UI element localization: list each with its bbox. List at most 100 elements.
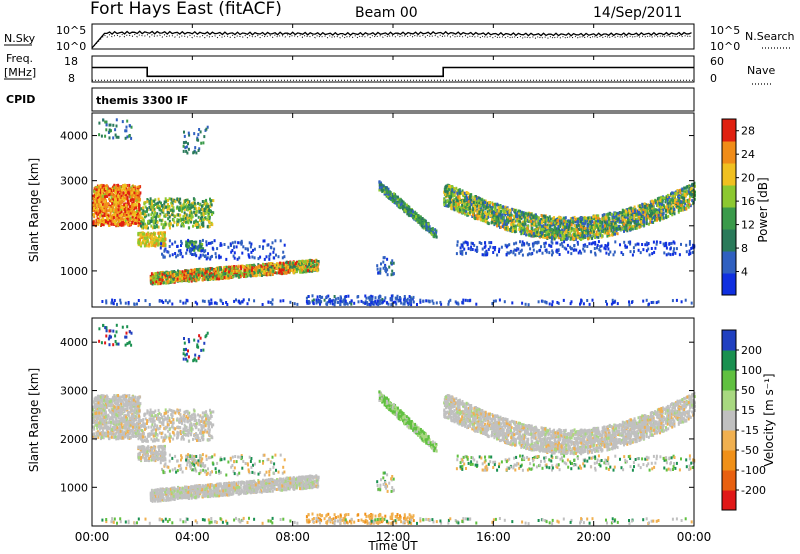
power-cell [154,211,157,215]
power-cell [102,220,105,224]
power-cell [220,243,223,247]
power-cell [162,244,165,248]
power-cell [159,282,162,286]
power-cell [186,200,189,204]
power-cell [94,222,97,226]
power-cell [171,270,174,274]
power-cell [104,195,106,199]
power-cell [113,186,116,190]
power-cell [188,215,191,219]
power-cell [388,265,391,269]
power-cell [123,183,126,187]
power-cell [104,196,107,200]
power-cell [97,186,100,189]
power-cell [236,273,239,277]
power-cell [155,272,158,275]
power-cell [291,261,294,265]
power-cell [279,239,282,243]
power-cell [298,266,301,270]
power-cell [126,197,129,201]
power-cell [285,260,288,264]
power-cell [167,217,170,221]
power-cell [121,223,124,227]
power-cell [183,207,186,211]
power-cell [125,186,128,190]
power-cell [207,252,209,256]
power-cell [142,212,145,216]
power-cell [98,133,101,137]
power-cell [129,218,132,222]
power-cell [109,192,112,196]
power-cell [131,185,134,189]
power-cell [106,190,109,194]
power-cell [193,132,196,136]
power-cell [125,193,128,197]
power-cell [118,193,121,196]
power-cell [195,240,198,244]
power-cell [187,221,190,225]
power-cell [125,184,128,188]
power-cell [147,220,150,224]
power-cell [172,214,175,218]
power-cell [210,274,213,278]
power-cell [119,186,122,189]
power-cell [174,240,177,244]
power-cell [110,222,113,226]
power-cell [267,268,270,272]
power-cell [100,185,103,189]
power-cell [219,255,222,259]
power-cell [199,225,202,229]
power-cell [234,240,237,244]
power-cell [105,215,108,219]
power-cell [118,210,121,214]
power-cell [107,202,110,206]
power-cell [136,194,139,198]
power-cell [99,209,102,213]
power-cell [115,201,118,205]
power-cell [247,273,250,277]
power-cell [111,206,114,210]
power-cell [267,272,270,276]
power-cell [204,216,207,220]
power-cell [116,217,119,221]
power-cell [233,245,236,249]
power-cell [172,224,175,228]
power-cell [231,241,234,245]
power-cell [123,220,126,223]
power-cell [269,271,272,275]
power-cell [268,254,271,258]
power-cell [198,128,201,131]
power-cell [200,141,203,145]
power-cell [121,217,124,221]
power-cell [250,250,253,254]
power-cell [120,204,123,208]
power-cell [114,128,117,132]
power-cell [144,213,147,217]
power-cell [121,120,124,124]
power-cell [386,257,389,261]
power-cell [107,217,110,221]
power-cell [114,185,117,189]
power-cell [149,280,152,284]
power-cell [412,210,414,214]
power-cell [118,187,121,191]
power-cell [128,205,131,209]
power-cell [115,207,118,211]
power-cell [126,135,129,139]
power-cell [190,220,193,224]
power-cell [191,269,194,273]
power-cell [157,282,160,286]
power-cell [276,266,279,270]
power-cell [149,276,152,280]
power-cell [208,220,211,224]
power-cell [247,248,249,252]
power-cell [288,269,291,273]
power-cell [92,201,95,205]
power-cell [108,128,111,132]
power-cell [272,250,275,254]
power-cell [140,224,142,228]
power-cell [248,241,251,245]
power-cell [144,205,147,209]
power-cell [193,252,196,256]
power-cell [200,245,203,248]
